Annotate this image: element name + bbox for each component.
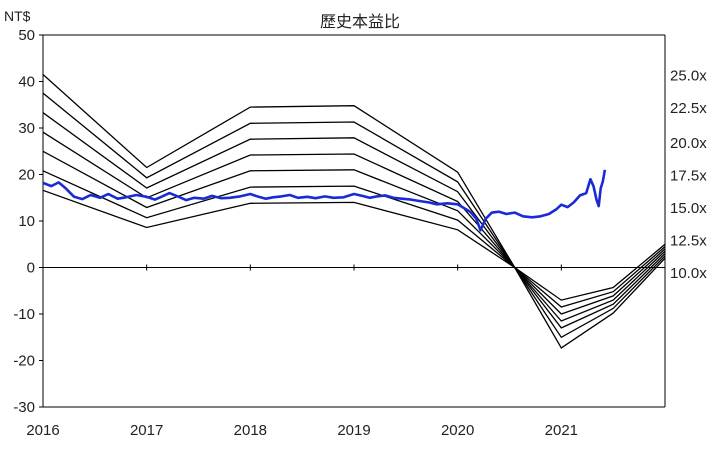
y-tick-label: 0 — [27, 260, 35, 277]
pe-band-line — [43, 74, 665, 301]
pe-band-line — [43, 131, 665, 322]
y-axis-unit-label: NT$ — [4, 8, 31, 24]
y-tick-label: 30 — [18, 120, 35, 137]
y-tick-label: -10 — [13, 306, 35, 323]
y-tick-label: 10 — [18, 213, 35, 230]
right-axis-pe-label: 25.0x — [670, 68, 707, 85]
right-axis-pe-label: 12.5x — [670, 233, 707, 250]
right-axis-pe-label: 10.0x — [670, 265, 707, 282]
pe-band-line — [43, 112, 665, 315]
pe-band-line — [43, 170, 665, 339]
y-tick-label: 50 — [18, 27, 35, 44]
x-tick-label: 2021 — [545, 422, 578, 439]
x-tick-label: 2017 — [130, 422, 163, 439]
right-axis-pe-label: 17.5x — [670, 168, 707, 185]
pe-band-line — [43, 92, 665, 308]
right-axis-pe-label: 20.0x — [670, 135, 707, 152]
right-axis-pe-label: 22.5x — [670, 100, 707, 117]
x-tick-label: 2019 — [337, 422, 370, 439]
x-tick-label: 2020 — [441, 422, 474, 439]
chart-title: 歷史本益比 — [319, 14, 400, 31]
x-tick-label: 2018 — [234, 422, 267, 439]
y-tick-label: -30 — [13, 399, 35, 416]
y-tick-label: 20 — [18, 167, 35, 184]
price-series-line — [43, 169, 607, 232]
x-tick-label: 2016 — [26, 422, 59, 439]
pe-band-line — [43, 150, 665, 329]
y-tick-label: 40 — [18, 74, 35, 91]
y-tick-label: -20 — [13, 353, 35, 370]
pe-band-line — [43, 189, 665, 349]
right-axis-pe-label: 15.0x — [670, 200, 707, 217]
